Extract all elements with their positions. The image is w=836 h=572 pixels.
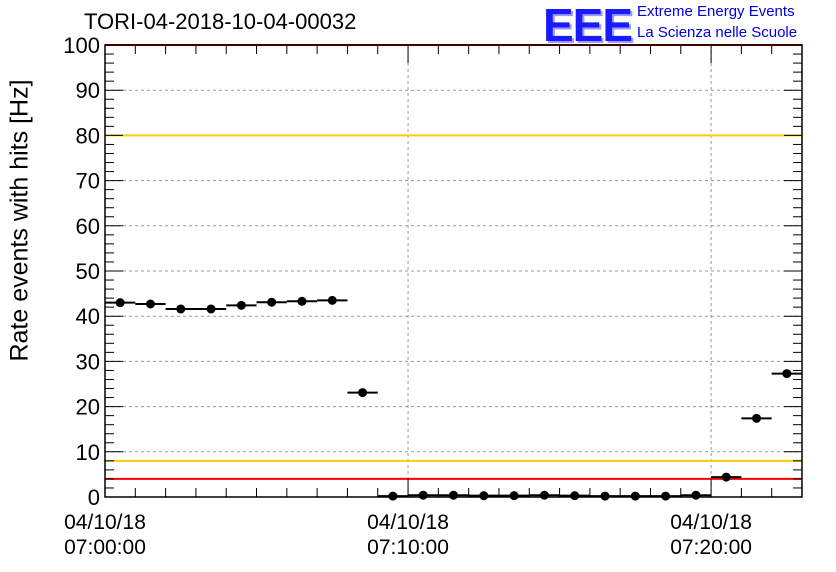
data-point: [377, 491, 409, 501]
data-point: [589, 491, 621, 501]
marker: [206, 304, 216, 314]
x-tick-date: 04/10/18: [367, 511, 449, 534]
marker: [570, 491, 580, 501]
y-tick-labels: 0 10 20 30 40 50 60 70 80 90 100: [63, 33, 100, 510]
data-point: [195, 304, 227, 314]
x-tick-time: 07:00:00: [64, 536, 146, 559]
y-tick-label: 80: [76, 123, 100, 148]
x-tick-label: 04/10/18 07:10:00: [338, 510, 478, 560]
data-point: [317, 295, 348, 305]
marker: [782, 369, 792, 379]
data-point: [438, 490, 469, 500]
data-point: [771, 369, 802, 379]
marker: [661, 491, 671, 501]
marker: [327, 295, 337, 305]
threshold-lines: [105, 44, 802, 480]
marker: [509, 491, 519, 501]
y-tick-label: 60: [76, 214, 100, 239]
data-point: [226, 300, 257, 310]
plot-frame: [104, 44, 803, 498]
y-tick-label: 70: [76, 169, 100, 194]
y-tick-label: 100: [63, 33, 100, 58]
data-point: [105, 298, 136, 308]
marker: [479, 491, 489, 501]
logo-line-2: La Scienza nelle Scuole: [637, 24, 798, 41]
y-tick-label: 30: [76, 349, 100, 374]
y-axis-label: Rate events with hits [Hz]: [5, 79, 34, 362]
marker: [752, 413, 762, 423]
x-tick-time: 07:20:00: [670, 536, 752, 559]
data-point: [559, 491, 590, 501]
data-point: [529, 490, 560, 500]
marker: [388, 491, 398, 501]
marker: [600, 491, 610, 501]
data-point: [650, 491, 681, 501]
marker: [236, 300, 246, 310]
marker: [267, 297, 277, 307]
data-point: [286, 296, 318, 306]
x-tick-date: 04/10/18: [670, 511, 752, 534]
chart-title: TORI-04-2018-10-04-00032: [84, 9, 357, 34]
y-tick-label: 90: [76, 78, 100, 103]
marker: [176, 304, 186, 314]
marker: [115, 298, 125, 308]
marker: [691, 490, 701, 500]
eee-logo: EEE: [543, 0, 633, 51]
marker: [721, 472, 731, 482]
data-point: [680, 490, 712, 500]
data-point: [468, 491, 499, 501]
data-point: [741, 413, 772, 423]
data-point: [347, 388, 378, 398]
data-point: [620, 491, 651, 501]
y-tick-label: 10: [76, 440, 100, 465]
data-point: [256, 297, 287, 307]
x-tick-date: 04/10/18: [64, 511, 146, 534]
data-point: [165, 304, 196, 314]
data-point: [408, 490, 439, 500]
logo-line-1: Extreme Energy Events: [637, 3, 795, 20]
marker: [630, 491, 640, 501]
grid-lines: [105, 45, 802, 497]
y-tick-label: 20: [76, 395, 100, 420]
marker: [418, 490, 428, 500]
data-point: [135, 299, 166, 309]
x-tick-label: 04/10/18 07:20:00: [641, 510, 781, 560]
data-point: [711, 472, 742, 482]
x-tick-label: 04/10/18 07:00:00: [35, 510, 175, 560]
marker: [539, 490, 549, 500]
data-point: [498, 491, 530, 501]
marker: [297, 296, 307, 306]
marker: [449, 490, 458, 500]
y-tick-label: 50: [76, 259, 100, 284]
marker: [358, 388, 368, 398]
x-tick-time: 07:10:00: [367, 536, 449, 559]
data-points: [105, 295, 802, 501]
marker: [145, 299, 155, 309]
y-tick-label: 40: [76, 304, 100, 329]
y-tick-label: 0: [88, 485, 100, 510]
